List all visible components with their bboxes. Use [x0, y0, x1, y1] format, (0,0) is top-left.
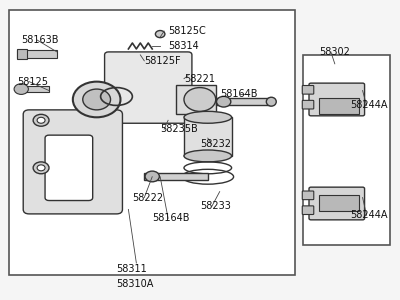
Text: 58235B: 58235B: [160, 124, 198, 134]
Circle shape: [37, 165, 45, 171]
FancyBboxPatch shape: [302, 191, 314, 200]
FancyBboxPatch shape: [23, 110, 122, 214]
Circle shape: [33, 162, 49, 174]
Circle shape: [145, 171, 159, 182]
Bar: [17, 50, 57, 58]
Text: 58233: 58233: [200, 202, 231, 212]
Circle shape: [83, 89, 110, 110]
Text: 58244A: 58244A: [351, 100, 388, 110]
Text: 58125C: 58125C: [168, 26, 206, 36]
Circle shape: [14, 84, 28, 94]
Text: 58221: 58221: [184, 74, 215, 84]
FancyBboxPatch shape: [302, 85, 314, 94]
Circle shape: [37, 117, 45, 123]
FancyBboxPatch shape: [309, 83, 364, 116]
Bar: [184, 117, 232, 156]
FancyBboxPatch shape: [302, 206, 314, 214]
FancyBboxPatch shape: [104, 52, 192, 123]
FancyBboxPatch shape: [309, 187, 364, 220]
Text: 58222: 58222: [132, 193, 164, 202]
Circle shape: [184, 88, 216, 111]
Text: 58164B: 58164B: [152, 213, 190, 224]
Ellipse shape: [266, 97, 276, 106]
Text: 58232: 58232: [200, 139, 231, 149]
Bar: [9, 10, 295, 275]
Text: 58163B: 58163B: [21, 35, 59, 45]
Bar: [17, 49, 27, 59]
Circle shape: [216, 96, 231, 107]
Bar: [216, 98, 271, 105]
Circle shape: [33, 114, 49, 126]
Text: 58314: 58314: [168, 41, 199, 51]
Text: 58311: 58311: [116, 264, 147, 274]
Circle shape: [155, 31, 165, 38]
Text: 58125: 58125: [17, 76, 48, 87]
Text: 58310A: 58310A: [116, 279, 154, 289]
Ellipse shape: [184, 111, 232, 123]
Circle shape: [73, 82, 120, 117]
Text: 58302: 58302: [319, 47, 350, 57]
FancyBboxPatch shape: [45, 135, 93, 200]
Ellipse shape: [184, 150, 232, 162]
Bar: [17, 86, 49, 92]
Bar: [303, 55, 390, 245]
Text: 58164B: 58164B: [220, 88, 257, 98]
Bar: [319, 98, 359, 114]
FancyBboxPatch shape: [302, 100, 314, 109]
Text: 58125F: 58125F: [144, 56, 181, 66]
Bar: [319, 195, 359, 211]
Bar: [176, 85, 216, 114]
Text: 58244A: 58244A: [351, 210, 388, 220]
Bar: [144, 173, 208, 180]
